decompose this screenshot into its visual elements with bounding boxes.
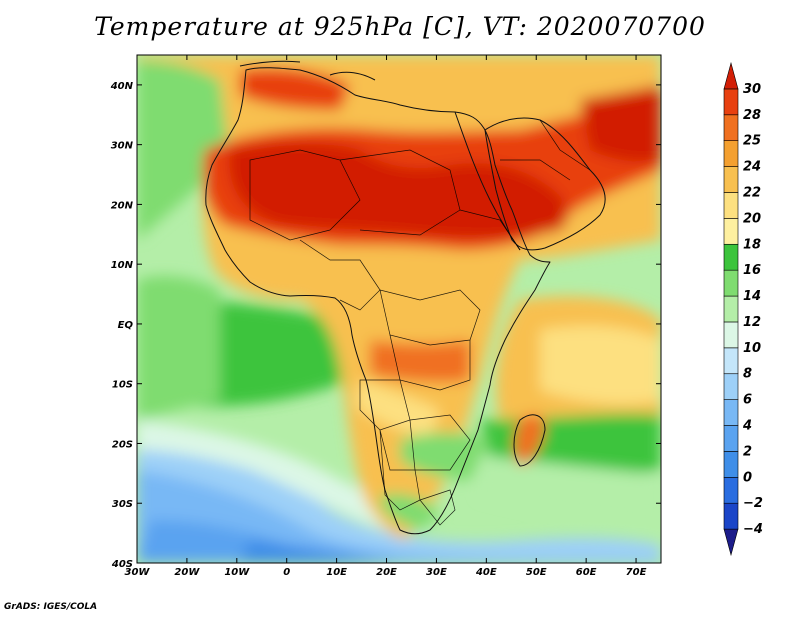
lat-tick-label: 20N [111,200,134,211]
lon-tick-label: 70E [626,567,647,578]
colorbar-level-label: 18 [743,237,761,252]
colorbar-swatch [723,451,739,478]
colorbar-level-label: 8 [743,367,752,382]
map-frame [136,54,662,564]
colorbar-swatch [723,218,739,245]
lon-tick-label: 30E [426,567,447,578]
lon-tick-label: 20E [376,567,397,578]
colorbar-level-label: 24 [743,160,761,175]
lon-tick-label: 0 [283,567,290,578]
colorbar-swatch [723,528,739,557]
colorbar-level-label: 30 [743,82,761,97]
colorbar-swatch [723,295,739,323]
colorbar-swatch [723,166,739,193]
colorbar-level-label: 6 [743,393,752,408]
colorbar-level-label: 16 [743,263,761,278]
colorbar-swatch [723,502,739,530]
colorbar-level-label: 4 [742,419,752,434]
lat-tick-label: 30N [111,141,134,152]
lon-tick-label: 20W [174,567,200,578]
colorbar-level-label: 28 [743,108,761,123]
colorbar-swatch [723,425,739,452]
lat-tick-label: 30S [112,499,133,510]
colorbar-level-label: 12 [743,315,761,330]
colorbar-level-label: −4 [743,522,763,537]
inner-borders [249,119,591,526]
colorbar-swatch [723,88,739,116]
lon-tick-label: 50E [526,567,547,578]
lon-tick-label: 40E [475,567,497,578]
colorbar-swatch [723,61,739,90]
lon-tick-label: 30W [125,567,151,578]
lat-tick-label: 40N [110,81,134,92]
colorbar-swatch [723,140,739,167]
lat-tick-label: 10N [111,260,134,271]
colorbar-swatch [723,321,739,349]
colorbar-swatch [723,192,739,219]
colorbar-level-label: 20 [743,211,761,226]
colorbar-level-label: 2 [743,444,752,459]
lat-tick-label: 40S [111,559,133,570]
lat-tick-label: 10S [112,380,133,391]
colorbar-swatch [723,269,739,297]
colorbar-level-label: 14 [743,289,761,304]
colorbar-swatch [723,243,739,271]
colorbar-swatch [723,347,739,375]
map-title: Temperature at 925hPa [C], VT: 202007070… [94,12,706,41]
colorbar-level-label: −2 [743,496,763,511]
colorbar-swatch [723,399,739,426]
grads-credit: GrADS: IGES/COLA [4,602,98,612]
temperature-field [137,55,661,563]
colorbar-level-label: 0 [743,470,752,485]
lon-tick-label: 10W [224,567,250,578]
colorbar-level-label: 25 [743,134,761,149]
colorbar-level-label: 22 [743,185,761,200]
lat-tick-label: EQ [118,320,134,331]
colorbar-swatch [723,114,739,141]
colorbar-swatch [723,477,739,504]
map-axes: 30W 20W 10W 0 10E 20E 30E 40E 50E 60E 70E 40S 30S 20S… [110,55,661,578]
lon-tick-label: 10E [326,567,347,578]
colorbar-swatch [723,373,739,400]
lon-tick-label: 60E [576,567,597,578]
colorbar-level-label: 10 [743,341,761,356]
lat-tick-label: 20S [112,439,133,450]
